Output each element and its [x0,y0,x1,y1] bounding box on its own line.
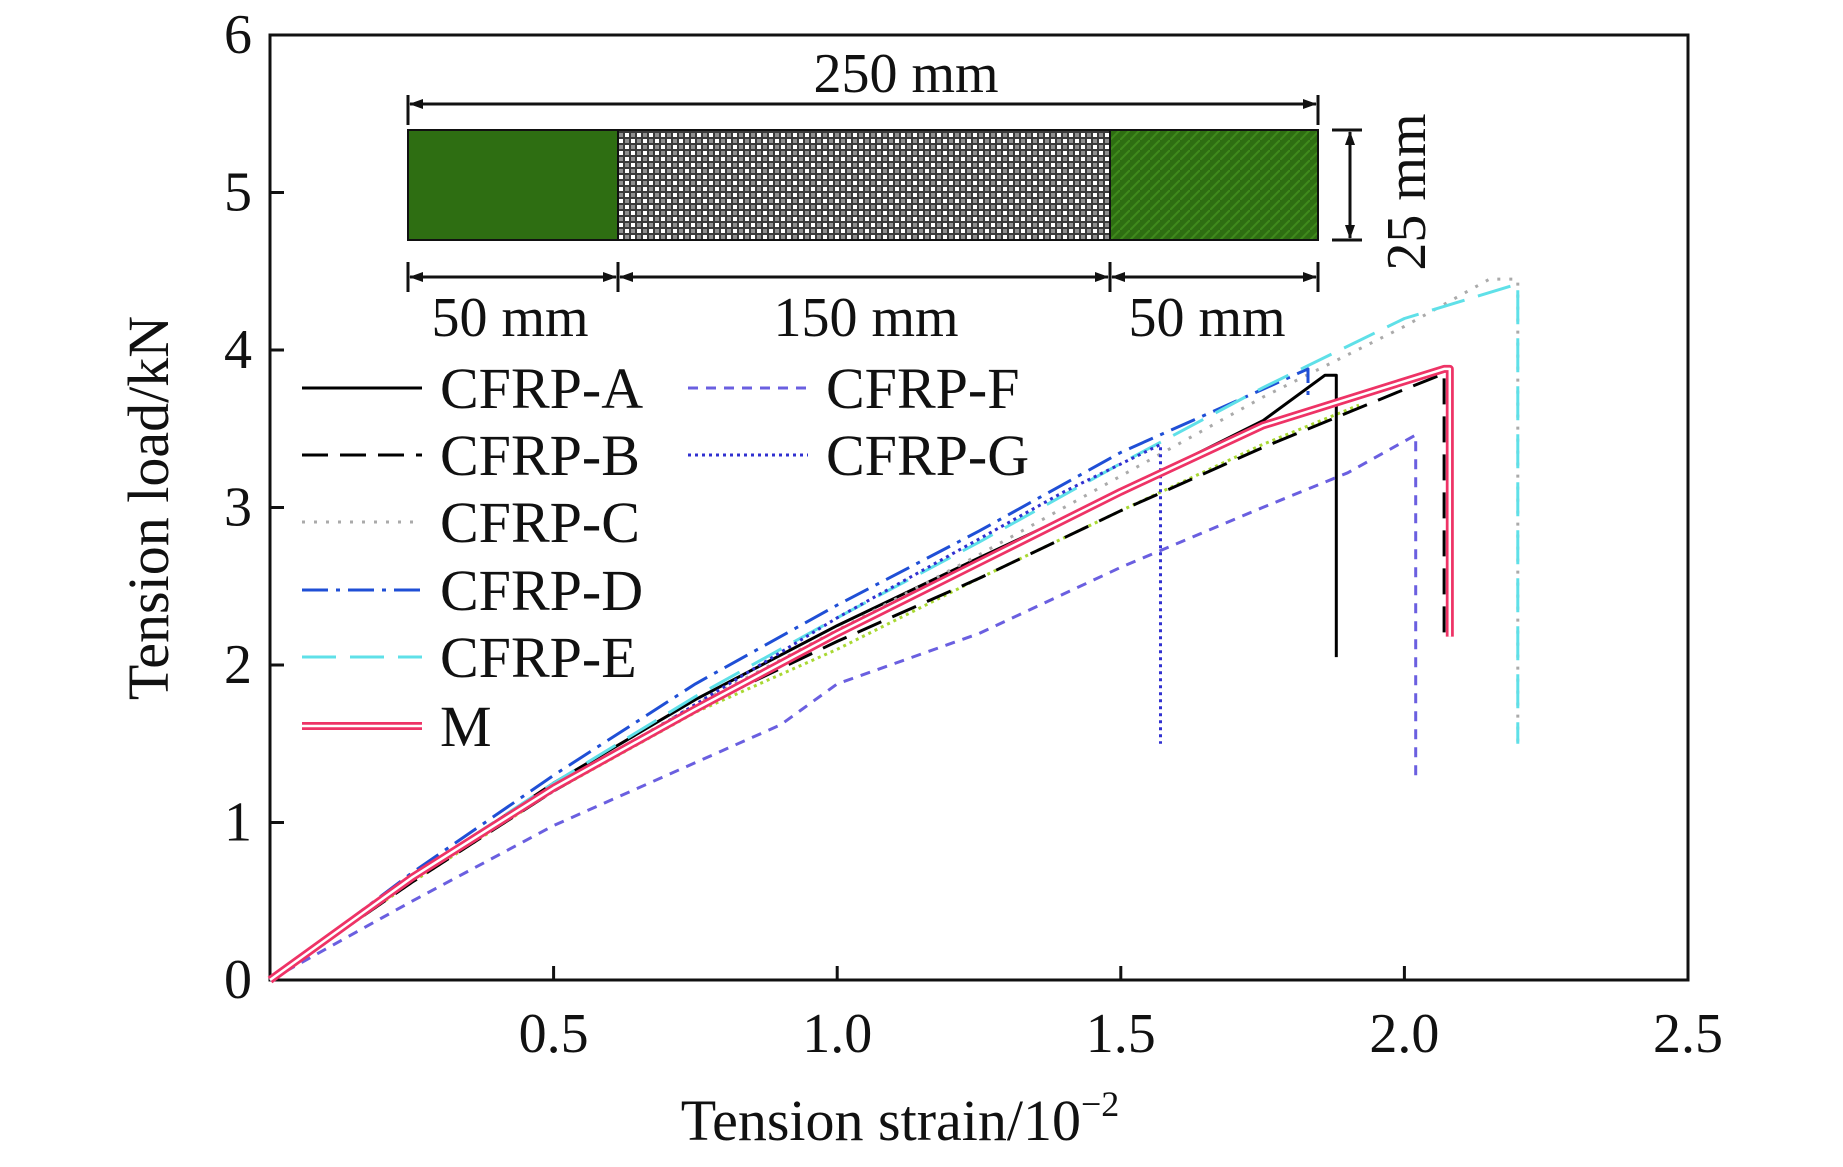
legend-label: CFRP-G [826,423,1029,488]
y-tick-label: 1 [224,792,252,854]
series-layer [267,277,1520,984]
x-tick-label: 0.5 [519,1003,589,1065]
y-tick-label: 0 [224,949,252,1011]
specimen-tab-right [1109,129,1319,241]
legend-label: CFRP-D [440,558,643,623]
dimension-width-label: 25 mm [1376,113,1438,270]
legend-label: CFRP-B [440,423,640,488]
dimension-seg-2-label: 150 mm [773,287,958,349]
series-line-cfrp-g [269,443,1162,982]
y-tick-label: 5 [224,162,252,224]
series-line-cfrp-f [269,433,1418,982]
y-axis: 0 1 2 3 4 5 6 [224,4,284,1011]
specimen-tab-left [407,129,619,241]
legend-label: CFRP-E [440,625,637,690]
legend-label: CFRP-F [826,356,1019,421]
x-tick-label: 2.0 [1369,1003,1439,1065]
specimen-gauge [617,129,1111,241]
y-tick-label: 2 [224,634,252,696]
legend-label: CFRP-A [440,356,643,421]
y-tick-label: 3 [224,477,252,539]
legend-label: M [440,694,492,759]
y-tick-label: 4 [224,319,252,381]
x-axis-title: Tension strain/10−2 [681,1084,1120,1153]
y-tick-label: 6 [224,4,252,66]
specimen-inset: 250 mm 25 mm 50 mm 150 mm 50 mm [406,43,1438,349]
x-tick-label: 2.5 [1653,1003,1723,1065]
dimension-seg-3-label: 50 mm [1128,287,1285,349]
series-line-cfrp-d [269,367,1310,982]
x-tick-label: 1.5 [1086,1003,1156,1065]
x-axis-title-sup: −2 [1081,1084,1119,1124]
series-line-extra-0 [269,403,1360,982]
y-axis-title: Tension load/kN [116,316,181,700]
dimension-seg-1-label: 50 mm [431,287,588,349]
x-axis: 0.5 1.0 1.5 2.0 2.5 [519,966,1723,1065]
dimension-total-label: 250 mm [813,43,998,105]
x-tick-label: 1.0 [802,1003,872,1065]
legend-label: CFRP-C [440,490,640,555]
x-axis-title-main: Tension strain/10 [681,1088,1081,1153]
series-line-m-inner [269,367,1452,982]
